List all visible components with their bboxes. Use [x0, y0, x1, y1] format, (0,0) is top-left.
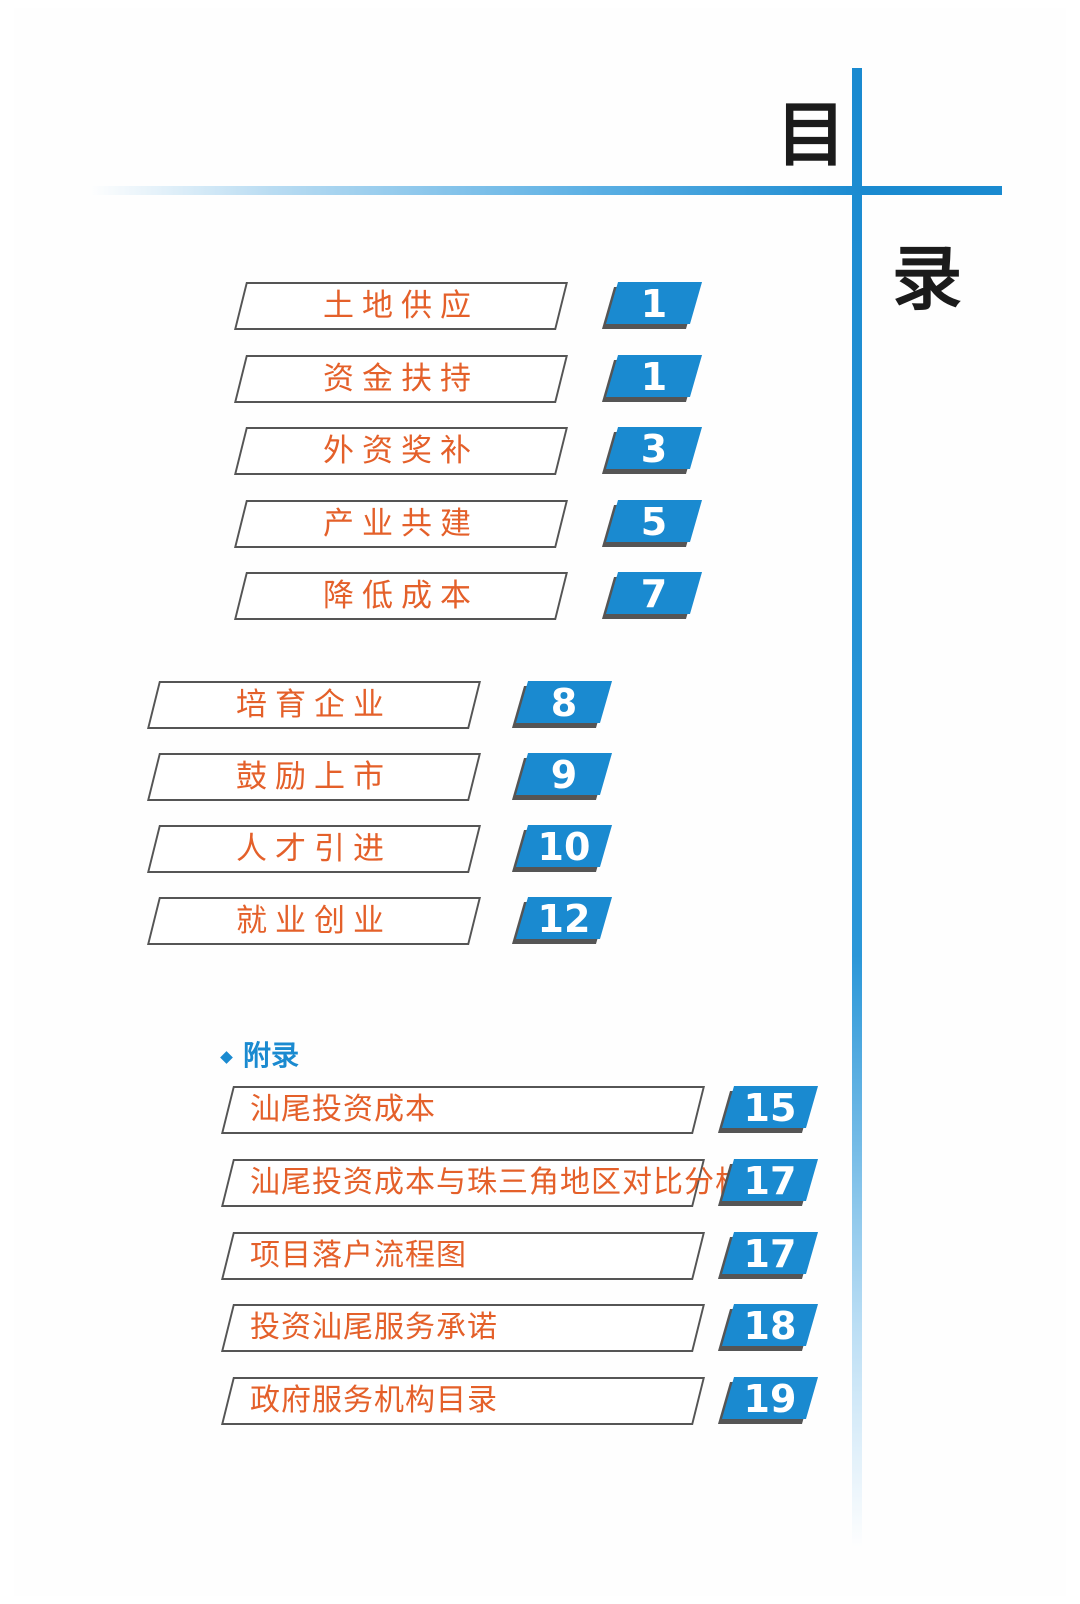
appendix-heading: 附录: [220, 1034, 300, 1074]
toc-entry[interactable]: 人才引进 10: [0, 825, 1080, 873]
page-number-badge: 18: [717, 1304, 819, 1352]
entry-title: 人才引进: [236, 831, 392, 867]
page-number: 3: [640, 427, 668, 471]
page-number: 5: [640, 499, 668, 544]
page-number-badge: 8: [511, 681, 613, 728]
toc-entry[interactable]: 汕尾投资成本与珠三角地区对比分析 17: [0, 1158, 1080, 1207]
toc-entry[interactable]: 外资奖补 3: [0, 427, 1080, 475]
entry-title: 汕尾投资成本与珠三角地区对比分析: [250, 1164, 746, 1200]
page-number-badge: 12: [511, 897, 613, 944]
entry-title: 资金扶持: [323, 360, 479, 397]
entry-title: 政府服务机构目录: [250, 1383, 498, 1419]
toc-entry[interactable]: 汕尾投资成本 15: [0, 1086, 1080, 1134]
page-number: 7: [640, 572, 668, 616]
entry-title: 就业创业: [236, 903, 392, 939]
page-number: 8: [550, 681, 578, 725]
entry-title: 鼓励上市: [236, 759, 392, 795]
page-number: 17: [743, 1158, 797, 1203]
title-char-2: 录: [892, 238, 962, 320]
page-number: 10: [537, 825, 591, 869]
toc-entry[interactable]: 降低成本 7: [0, 572, 1080, 620]
toc-entry[interactable]: 投资汕尾服务承诺 18: [0, 1304, 1080, 1353]
page-number-badge: 17: [717, 1231, 819, 1279]
page-number: 12: [537, 897, 591, 941]
page-number: 1: [640, 354, 668, 399]
page-number-badge: 9: [511, 753, 613, 800]
entry-title: 项目落户流程图: [250, 1237, 467, 1273]
entry-title: 土地供应: [323, 288, 479, 324]
entry-title: 外资奖补: [323, 433, 479, 469]
entry-title: 产业共建: [323, 505, 479, 542]
toc-entry[interactable]: 产业共建 5: [0, 499, 1080, 548]
diamond-bullet-icon: [220, 1050, 233, 1064]
entry-title: 培育企业: [236, 687, 392, 723]
title-char-1: 目: [776, 94, 846, 176]
page-number-badge: 1: [601, 354, 703, 402]
page-number-badge: 19: [717, 1377, 819, 1425]
page-number-badge: 3: [601, 427, 703, 474]
toc-entry[interactable]: 土地供应 1: [0, 282, 1080, 330]
page-number-badge: 10: [511, 825, 613, 872]
toc-entry[interactable]: 项目落户流程图 17: [0, 1231, 1080, 1280]
entry-title: 汕尾投资成本: [250, 1092, 436, 1127]
page-number-badge: 1: [601, 282, 703, 329]
vertical-accent-line: [852, 68, 862, 1548]
page-number: 1: [640, 282, 668, 326]
toc-entry[interactable]: 资金扶持 1: [0, 354, 1080, 403]
page-number: 9: [550, 753, 578, 797]
toc-entry[interactable]: 培育企业 8: [0, 681, 1080, 729]
page-number: 15: [743, 1086, 797, 1130]
page-number-badge: 17: [717, 1158, 819, 1206]
page-number: 19: [743, 1377, 797, 1422]
appendix-heading-text: 附录: [243, 1039, 300, 1072]
horizontal-accent-line: [90, 186, 1002, 195]
entry-title: 投资汕尾服务承诺: [250, 1310, 498, 1346]
page-number-badge: 15: [717, 1086, 819, 1133]
page-number-badge: 7: [601, 572, 703, 619]
entry-title: 降低成本: [323, 578, 479, 614]
page-number: 17: [743, 1231, 797, 1276]
page-number-badge: 5: [601, 499, 703, 547]
toc-entry[interactable]: 鼓励上市 9: [0, 753, 1080, 801]
toc-entry[interactable]: 政府服务机构目录 19: [0, 1377, 1080, 1426]
toc-entry[interactable]: 就业创业 12: [0, 897, 1080, 945]
page-number: 18: [743, 1304, 797, 1349]
